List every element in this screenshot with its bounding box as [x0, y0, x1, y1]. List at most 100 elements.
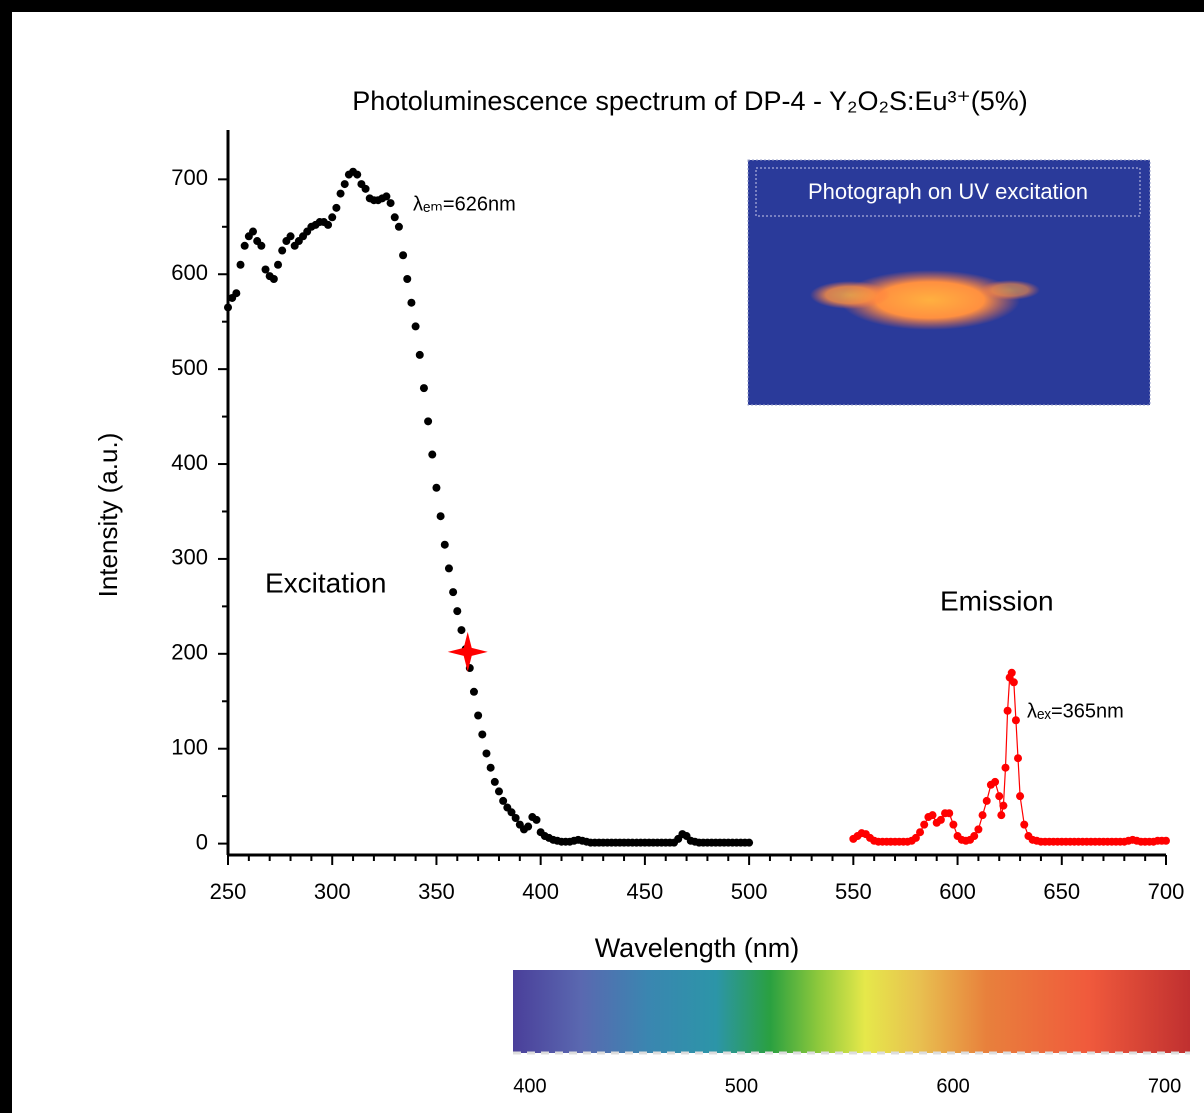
- data-point: [978, 811, 987, 820]
- data-point: [332, 203, 341, 212]
- x-tick-label: 700: [1148, 879, 1185, 904]
- series-line: [852, 670, 1166, 843]
- chart-title: Photoluminescence spectrum of DP-4 - Y₂O…: [352, 86, 1027, 116]
- data-point: [478, 730, 487, 739]
- y-tick-label: 300: [171, 545, 208, 570]
- data-point: [474, 711, 483, 720]
- data-point: [432, 483, 441, 492]
- data-point: [394, 222, 403, 231]
- data-point: [532, 815, 541, 824]
- inset-label: Photograph on UV excitation: [808, 179, 1088, 204]
- data-point: [415, 350, 424, 359]
- data-point: [499, 796, 508, 805]
- spectrum-tick-label: 500: [725, 1075, 758, 1097]
- data-point: [745, 838, 754, 847]
- x-tick-label: 350: [418, 879, 455, 904]
- spectrum-bar: [513, 970, 1190, 1053]
- data-point: [945, 809, 954, 818]
- data-point: [928, 811, 937, 820]
- data-point: [469, 687, 478, 696]
- spectrum-tick-label: 600: [936, 1075, 969, 1097]
- data-point: [911, 833, 920, 842]
- data-point: [999, 801, 1008, 810]
- annotation: Excitation: [265, 567, 386, 598]
- data-point: [982, 796, 991, 805]
- data-point: [278, 246, 287, 255]
- x-tick-label: 550: [835, 879, 872, 904]
- data-point: [511, 813, 520, 822]
- data-point: [1009, 678, 1018, 687]
- spectrum-tick-label: 400: [513, 1075, 546, 1097]
- data-point: [269, 274, 278, 283]
- data-point: [353, 170, 362, 179]
- data-point: [991, 777, 1000, 786]
- data-point: [390, 213, 399, 222]
- data-point: [916, 828, 925, 837]
- y-tick-label: 200: [171, 640, 208, 665]
- data-point: [382, 192, 391, 201]
- data-point: [340, 180, 349, 189]
- x-tick-label: 300: [314, 879, 351, 904]
- data-point: [524, 822, 533, 831]
- data-point: [328, 213, 337, 222]
- data-point: [403, 274, 412, 283]
- data-point: [453, 607, 462, 616]
- data-point: [1001, 763, 1010, 772]
- data-point: [386, 199, 395, 208]
- data-point: [1011, 716, 1020, 725]
- x-tick-label: 600: [939, 879, 976, 904]
- data-point: [444, 564, 453, 573]
- y-tick-label: 700: [171, 165, 208, 190]
- data-point: [997, 811, 1006, 820]
- data-point: [336, 189, 345, 198]
- data-point: [494, 787, 503, 796]
- data-point: [440, 540, 449, 549]
- data-point: [1020, 820, 1029, 829]
- y-tick-label: 600: [171, 260, 208, 285]
- data-point: [232, 289, 241, 298]
- x-tick-label: 450: [627, 879, 664, 904]
- data-point: [507, 808, 516, 817]
- x-tick-label: 250: [210, 879, 247, 904]
- data-point: [449, 588, 458, 597]
- highlight-star: [447, 631, 488, 672]
- data-point: [428, 450, 437, 459]
- data-point: [457, 626, 466, 635]
- data-point: [407, 298, 416, 307]
- data-point: [399, 251, 408, 260]
- data-point: [274, 260, 283, 269]
- data-point: [224, 303, 232, 312]
- y-axis-title: Intensity (a.u.): [93, 433, 123, 598]
- y-tick-label: 400: [171, 450, 208, 475]
- data-point: [257, 241, 266, 250]
- data-point: [920, 820, 929, 829]
- data-point: [1003, 706, 1012, 715]
- data-point: [490, 777, 499, 786]
- data-point: [936, 815, 945, 824]
- data-point: [974, 825, 983, 834]
- annotation: Emission: [940, 585, 1054, 616]
- data-point: [240, 241, 249, 250]
- data-point: [419, 384, 428, 393]
- data-point: [1162, 836, 1170, 845]
- data-point: [261, 265, 270, 274]
- x-axis-title: Wavelength (nm): [595, 933, 800, 963]
- data-point: [361, 184, 370, 193]
- data-point: [236, 260, 245, 269]
- data-point: [249, 227, 258, 236]
- data-point: [995, 792, 1004, 801]
- annotation: λₑₓ=365nm: [1027, 700, 1124, 722]
- frame-left: [0, 0, 12, 1113]
- y-tick-label: 500: [171, 355, 208, 380]
- data-point: [486, 763, 495, 772]
- x-tick-label: 400: [522, 879, 559, 904]
- x-tick-label: 500: [731, 879, 768, 904]
- data-point: [970, 832, 979, 841]
- x-tick-label: 650: [1043, 879, 1080, 904]
- data-point: [1007, 668, 1016, 677]
- data-point: [286, 232, 295, 241]
- data-point: [411, 322, 420, 331]
- data-point: [436, 512, 445, 521]
